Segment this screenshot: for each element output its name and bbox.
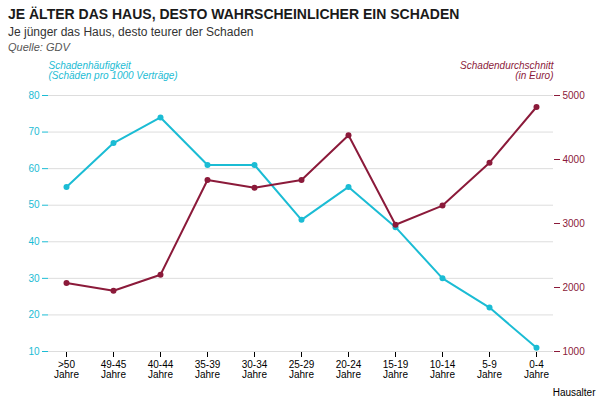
svg-text:60: 60 (28, 163, 40, 174)
svg-text:70: 70 (28, 126, 40, 137)
svg-text:20-24Jahre: 20-24Jahre (336, 359, 362, 380)
svg-text:25-29Jahre: 25-29Jahre (289, 359, 315, 380)
svg-text:40: 40 (28, 236, 40, 247)
svg-text:40-44Jahre: 40-44Jahre (148, 359, 174, 380)
svg-text:49-45Jahre: 49-45Jahre (101, 359, 127, 380)
svg-text:4000: 4000 (563, 154, 586, 165)
svg-text:10-14Jahre: 10-14Jahre (430, 359, 456, 380)
svg-text:50: 50 (28, 199, 40, 210)
svg-text:30-34Jahre: 30-34Jahre (242, 359, 268, 380)
svg-text:5-9Jahre: 5-9Jahre (477, 359, 502, 380)
svg-text:1000: 1000 (563, 346, 586, 357)
svg-text:80: 80 (28, 90, 40, 101)
svg-text:0-4Jahre: 0-4Jahre (524, 359, 549, 380)
svg-text:35-39Jahre: 35-39Jahre (195, 359, 221, 380)
svg-text:10: 10 (28, 346, 40, 357)
svg-text:Hausalter: Hausalter (553, 387, 596, 398)
svg-text:15-19Jahre: 15-19Jahre (383, 359, 409, 380)
svg-text:3000: 3000 (563, 218, 586, 229)
svg-text:>50Jahre: >50Jahre (54, 359, 79, 380)
svg-text:20: 20 (28, 309, 40, 320)
svg-text:5000: 5000 (563, 90, 586, 101)
svg-text:30: 30 (28, 273, 40, 284)
html-text:Je jünger das Haus, desto teur: Je jünger das Haus, desto teurer der Sch… (8, 25, 254, 39)
svg-text:2000: 2000 (563, 282, 586, 293)
svg-text:Schadendurchschnitt(in Euro): Schadendurchschnitt(in Euro) (460, 60, 555, 81)
html-text:JE ÄLTER DAS HAUS, DESTO WAHRS: JE ÄLTER DAS HAUS, DESTO WAHRSCHEINLICHE… (8, 6, 460, 22)
svg-text:Schadenhäufigkeit(Schäden pro: Schadenhäufigkeit(Schäden pro 1000 Vertr… (49, 60, 178, 81)
html-text:Quelle: GDV: Quelle: GDV (8, 41, 70, 53)
